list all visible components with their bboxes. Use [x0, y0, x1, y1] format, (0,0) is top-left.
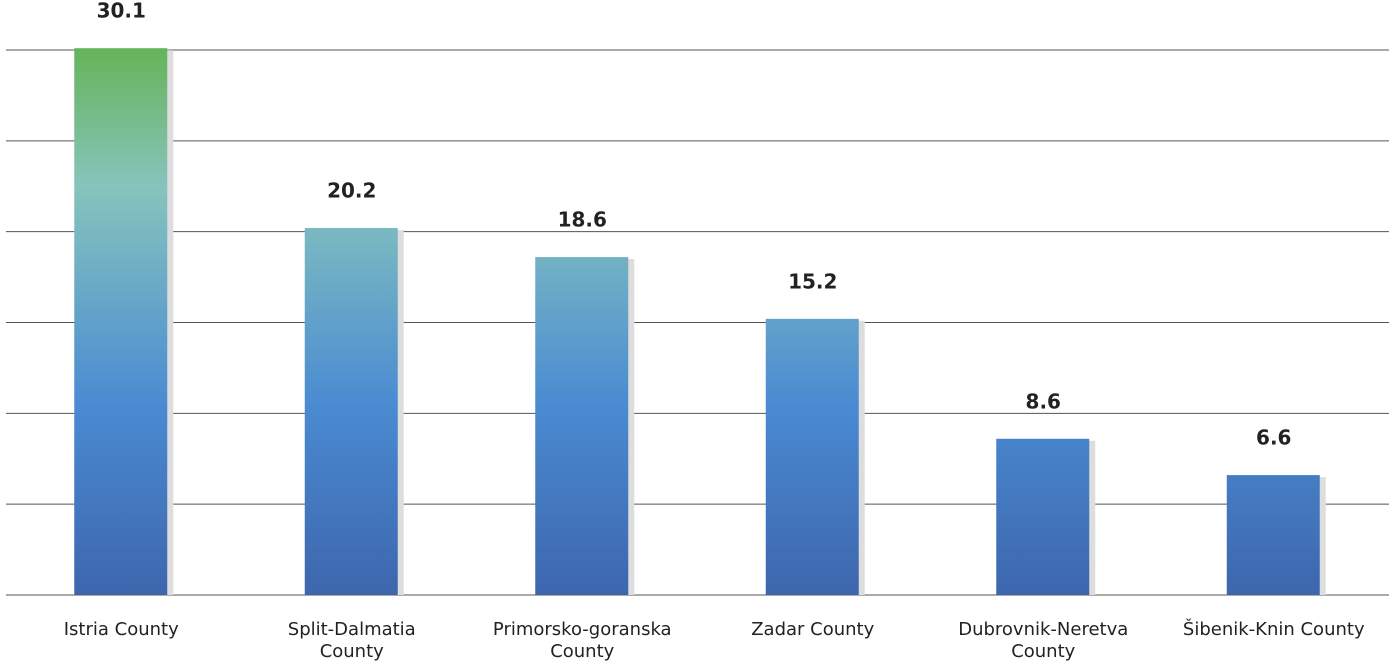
x-tick-label: Zadar County	[751, 619, 875, 640]
value-label: 20.2	[327, 179, 376, 203]
x-tick-label: Split-Dalmatia County	[287, 619, 416, 662]
bar	[996, 438, 1090, 595]
x-tick-label: Šibenik-Knin County	[1182, 619, 1365, 640]
bar	[535, 257, 629, 595]
value-label: 6.6	[1256, 426, 1291, 450]
bar	[74, 48, 168, 595]
x-tick-label: Istria County	[63, 619, 179, 640]
value-label: 8.6	[1026, 389, 1061, 413]
x-tick-label: Primorsko-goranska County	[492, 619, 672, 662]
value-label: 18.6	[558, 208, 607, 232]
value-label: 15.2	[788, 269, 837, 293]
bar	[304, 228, 398, 596]
value-label: 30.1	[97, 0, 146, 23]
bar	[765, 318, 859, 595]
x-tick-label: Dubrovnik-Neretva County	[958, 619, 1129, 662]
bar	[1226, 475, 1320, 595]
